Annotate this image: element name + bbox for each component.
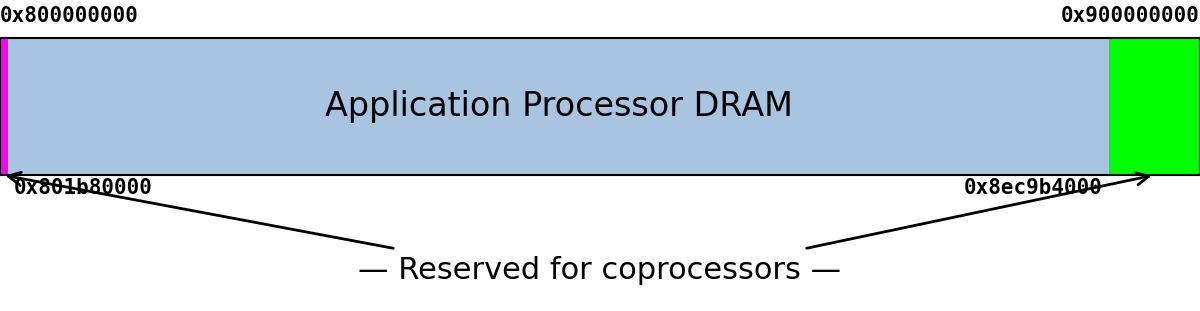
Bar: [0, 38, 1200, 175]
Text: — Reserved for coprocessors —: — Reserved for coprocessors —: [359, 256, 841, 285]
Text: 0x800000000: 0x800000000: [0, 6, 139, 26]
Text: Application Processor DRAM: Application Processor DRAM: [325, 90, 792, 123]
Bar: [0, 38, 8, 175]
Bar: [1109, 38, 1200, 175]
Text: 0x8ec9b4000: 0x8ec9b4000: [965, 178, 1103, 198]
Text: 0x801b80000: 0x801b80000: [14, 178, 152, 198]
Bar: [8, 38, 1109, 175]
Text: 0x900000000: 0x900000000: [1061, 6, 1200, 26]
